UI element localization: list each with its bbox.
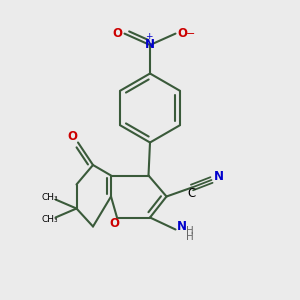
Text: N: N [176, 220, 187, 233]
Text: O: O [67, 130, 77, 143]
Text: +: + [145, 32, 152, 41]
Text: O: O [178, 27, 188, 40]
Text: H: H [186, 232, 194, 242]
Text: −: − [186, 28, 195, 39]
Text: O: O [109, 217, 119, 230]
Text: N: N [214, 170, 224, 184]
Text: N: N [145, 38, 155, 52]
Text: H: H [186, 226, 194, 236]
Text: O: O [112, 27, 122, 40]
Text: CH₃: CH₃ [41, 194, 58, 202]
Text: C: C [188, 187, 196, 200]
Text: CH₃: CH₃ [41, 214, 58, 224]
